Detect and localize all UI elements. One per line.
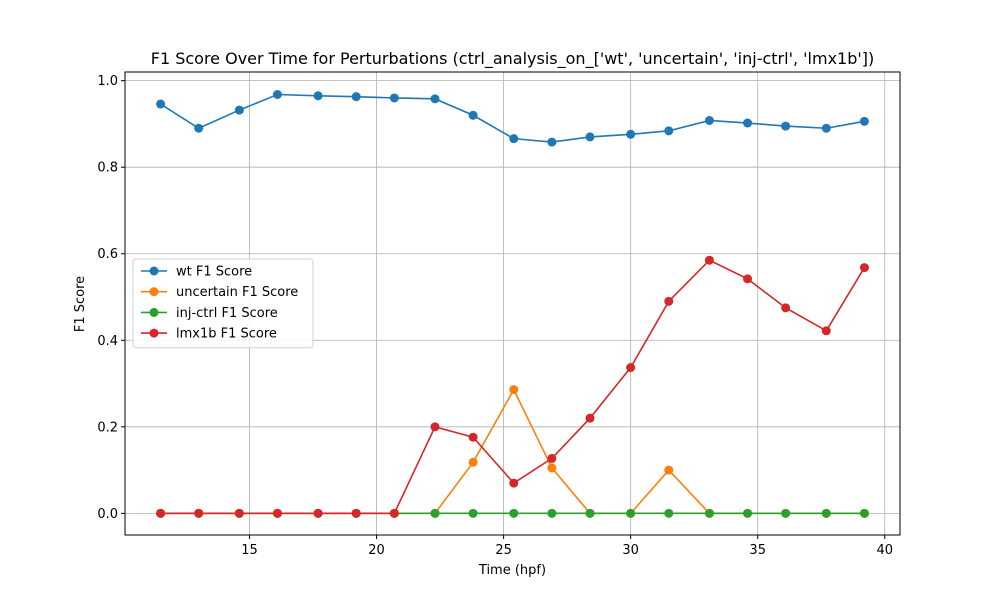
- y-tick-label: 0.6: [97, 247, 118, 262]
- data-point: [430, 94, 440, 104]
- x-tick-label: 35: [749, 543, 766, 558]
- data-point: [821, 123, 831, 133]
- x-tick-label: 30: [622, 543, 639, 558]
- data-point: [389, 508, 399, 518]
- data-point: [313, 91, 323, 101]
- data-point: [585, 132, 595, 142]
- legend-marker: [149, 287, 159, 297]
- legend-marker: [149, 266, 159, 276]
- legend: wt F1 Score uncertain F1 Score inj-ctrl F1…: [132, 258, 314, 349]
- data-point: [430, 422, 440, 432]
- data-point: [509, 385, 519, 395]
- data-point: [743, 508, 753, 518]
- data-point: [351, 92, 361, 102]
- data-point: [664, 465, 674, 475]
- data-point: [664, 126, 674, 136]
- data-point: [234, 105, 244, 115]
- data-point: [468, 457, 478, 467]
- data-point: [781, 508, 791, 518]
- x-tick-label: 20: [368, 543, 385, 558]
- data-point: [351, 508, 361, 518]
- data-point: [509, 478, 519, 488]
- data-point: [626, 508, 636, 518]
- data-point: [194, 508, 204, 518]
- legend-label: wt F1 Score: [176, 265, 252, 280]
- legend-label: inj-ctrl F1 Score: [176, 306, 278, 321]
- data-point: [509, 134, 519, 144]
- data-point: [468, 508, 478, 518]
- data-point: [859, 508, 869, 518]
- data-point: [547, 508, 557, 518]
- x-tick-label: 15: [241, 543, 258, 558]
- x-tick-label: 40: [876, 543, 893, 558]
- y-tick-label: 0.4: [97, 334, 118, 349]
- series-line-1: [160, 387, 865, 515]
- y-axis-title: F1 Score: [73, 276, 88, 332]
- x-tick-label: 25: [495, 543, 512, 558]
- data-point: [430, 508, 440, 518]
- data-point: [547, 463, 557, 473]
- data-point: [859, 116, 869, 126]
- data-point: [704, 255, 714, 265]
- data-point: [272, 508, 282, 518]
- legend-label: lmx1b F1 Score: [176, 327, 277, 342]
- data-point: [626, 363, 636, 373]
- data-point: [781, 121, 791, 131]
- data-point: [509, 508, 519, 518]
- axes-frame: [124, 71, 901, 536]
- x-axis-title: Time (hpf): [478, 563, 546, 578]
- data-point: [585, 508, 595, 518]
- legend-frame: [132, 258, 314, 349]
- chart-title: F1 Score Over Time for Perturbations (ct…: [151, 49, 875, 69]
- data-point: [156, 99, 166, 109]
- legend-label: uncertain F1 Score: [176, 285, 298, 300]
- data-point: [468, 432, 478, 442]
- y-tick-label: 1.0: [97, 74, 118, 89]
- data-point: [781, 303, 791, 313]
- data-point: [234, 508, 244, 518]
- y-tick-label: 0.2: [97, 420, 118, 435]
- data-point: [156, 508, 166, 518]
- data-point: [313, 508, 323, 518]
- data-point: [704, 115, 714, 125]
- legend-marker: [149, 307, 159, 317]
- data-point: [664, 508, 674, 518]
- data-point: [859, 263, 869, 273]
- data-point: [272, 90, 282, 100]
- data-point: [821, 326, 831, 336]
- y-tick-label: 0.0: [97, 507, 118, 522]
- data-point: [547, 453, 557, 463]
- data-point: [704, 508, 714, 518]
- data-point: [547, 137, 557, 147]
- data-point: [468, 110, 478, 120]
- plot-area: 15 20 25 30 35 40 0.0 0.2 0.4 0.6 0.8 1.0: [97, 71, 901, 558]
- data-point: [743, 274, 753, 284]
- y-tick-label: 0.8: [97, 161, 118, 176]
- legend-marker: [149, 328, 159, 338]
- data-point: [585, 413, 595, 423]
- data-point: [389, 93, 399, 103]
- data-point: [743, 118, 753, 128]
- data-point: [821, 508, 831, 518]
- data-point: [664, 296, 674, 306]
- data-point: [626, 129, 636, 139]
- data-point: [194, 123, 204, 133]
